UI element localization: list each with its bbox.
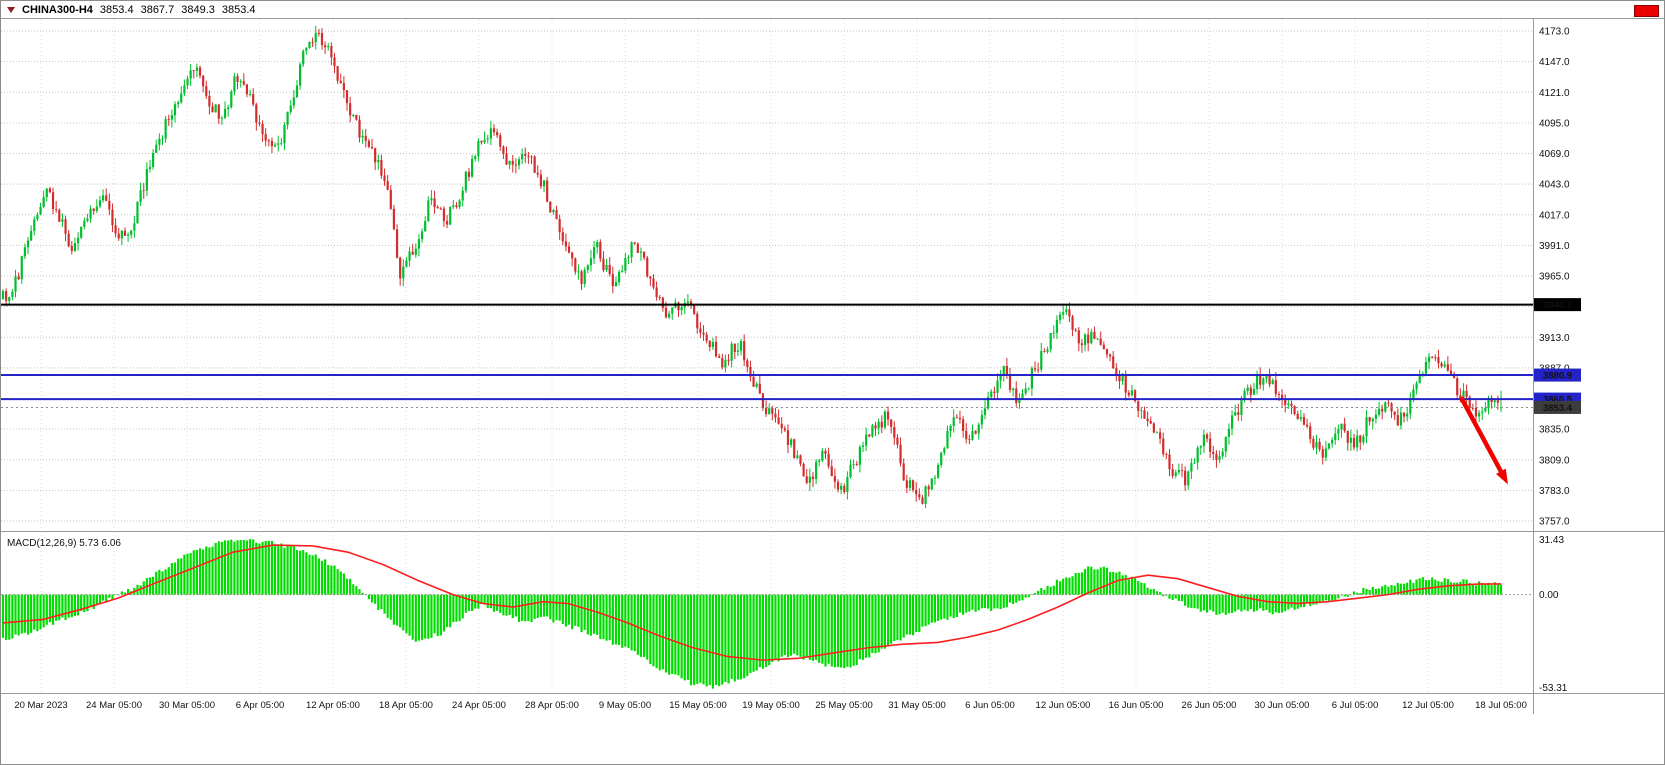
svg-text:6 Jul 05:00: 6 Jul 05:00 (1332, 700, 1378, 711)
svg-text:12 Apr 05:00: 12 Apr 05:00 (306, 700, 360, 711)
svg-text:12 Jul 05:00: 12 Jul 05:00 (1402, 700, 1454, 711)
svg-text:4121.0: 4121.0 (1539, 88, 1570, 99)
svg-text:3860.5: 3860.5 (1543, 395, 1573, 406)
svg-text:-53.31: -53.31 (1539, 683, 1568, 694)
svg-text:3853.4: 3853.4 (1543, 403, 1573, 414)
symbol-timeframe-label: CHINA300-H4 (22, 4, 93, 16)
svg-text:6 Apr 05:00: 6 Apr 05:00 (236, 700, 285, 711)
svg-text:12 Jun 05:00: 12 Jun 05:00 (1036, 700, 1091, 711)
svg-text:30 Jun 05:00: 30 Jun 05:00 (1255, 700, 1310, 711)
svg-text:3880.9: 3880.9 (1543, 371, 1572, 382)
chart-header: CHINA300-H4 3853.4 3867.7 3849.3 3853.4 (1, 1, 1664, 19)
svg-text:24 Mar 05:00: 24 Mar 05:00 (86, 700, 142, 711)
down-arrow-icon (1459, 396, 1503, 473)
chart-frame (1, 18, 1664, 714)
svg-text:9 May 05:00: 9 May 05:00 (599, 700, 651, 711)
gridlines (1, 19, 1533, 693)
arrow-annotation[interactable] (1459, 396, 1508, 485)
svg-text:3940.7: 3940.7 (1543, 300, 1572, 311)
svg-text:28 Apr 05:00: 28 Apr 05:00 (525, 700, 579, 711)
svg-text:20 Mar 2023: 20 Mar 2023 (14, 700, 67, 711)
quote-low: 3849.3 (181, 4, 215, 16)
svg-text:16 Jun 05:00: 16 Jun 05:00 (1109, 700, 1164, 711)
svg-text:15 May 05:00: 15 May 05:00 (669, 700, 727, 711)
svg-text:25 May 05:00: 25 May 05:00 (815, 700, 873, 711)
svg-text:6 Jun 05:00: 6 Jun 05:00 (965, 700, 1015, 711)
candlestick-series (1, 25, 1503, 509)
svg-text:0.00: 0.00 (1539, 590, 1559, 601)
svg-text:3965.0: 3965.0 (1539, 272, 1570, 283)
svg-text:31.43: 31.43 (1539, 535, 1564, 546)
quote-open: 3853.4 (99, 4, 134, 16)
price-axis: 4173.0 4147.0 4121.0 4095.0 4069.0 4043.0 4017… (1534, 27, 1581, 694)
top-right-red-marker (1634, 5, 1659, 17)
macd-panel: MACD(12,26,9) 5.73 6.06 (1, 538, 1533, 689)
svg-text:3835.0: 3835.0 (1539, 425, 1570, 436)
svg-text:19 May 05:00: 19 May 05:00 (742, 700, 800, 711)
symbol-dropdown-icon[interactable] (7, 7, 15, 13)
svg-text:24 Apr 05:00: 24 Apr 05:00 (452, 700, 506, 711)
svg-text:4147.0: 4147.0 (1539, 57, 1570, 68)
svg-text:30 Mar 05:00: 30 Mar 05:00 (159, 700, 215, 711)
svg-text:3809.0: 3809.0 (1539, 455, 1570, 466)
macd-indicator-label: MACD(12,26,9) 5.73 6.06 (7, 538, 121, 549)
svg-text:26 Jun 05:00: 26 Jun 05:00 (1182, 700, 1237, 711)
date-axis: 20 Mar 2023 24 Mar 05:00 30 Mar 05:00 6 Apr… (14, 700, 1527, 711)
svg-text:18 Jul 05:00: 18 Jul 05:00 (1475, 700, 1527, 711)
svg-text:18 Apr 05:00: 18 Apr 05:00 (379, 700, 433, 711)
svg-text:3913.0: 3913.0 (1539, 333, 1570, 344)
svg-text:4173.0: 4173.0 (1539, 27, 1570, 38)
svg-text:3783.0: 3783.0 (1539, 486, 1570, 497)
svg-text:3757.0: 3757.0 (1539, 517, 1570, 528)
svg-text:4069.0: 4069.0 (1539, 149, 1570, 160)
quote-high: 3867.7 (140, 4, 175, 16)
svg-text:31 May 05:00: 31 May 05:00 (888, 700, 946, 711)
svg-text:3991.0: 3991.0 (1539, 241, 1570, 252)
svg-text:4017.0: 4017.0 (1539, 210, 1570, 221)
quote-close: 3853.4 (221, 4, 256, 16)
svg-text:4043.0: 4043.0 (1539, 180, 1570, 191)
horizontal-price-lines[interactable] (1, 303, 1533, 408)
svg-text:4095.0: 4095.0 (1539, 118, 1570, 129)
